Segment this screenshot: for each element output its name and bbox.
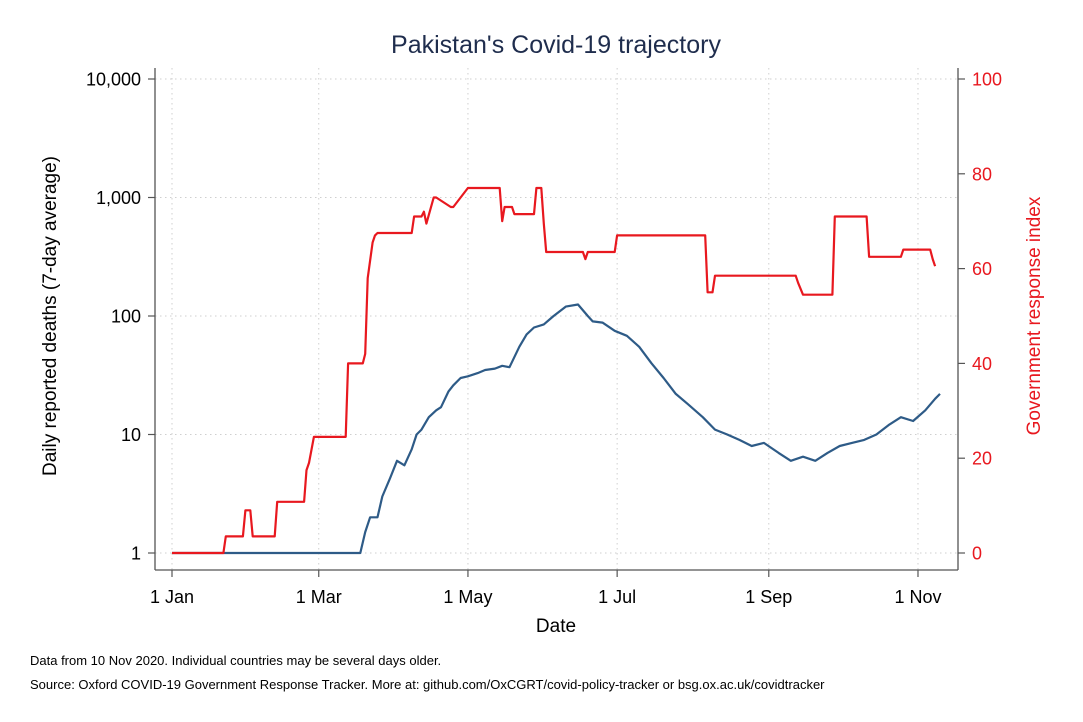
chart-title: Pakistan's Covid-19 trajectory: [391, 31, 721, 59]
x-tick-label: 1 Jul: [598, 587, 636, 607]
right-tick-label: 60: [972, 259, 992, 279]
left-axis-ticks: 1 10 100 1,000 10,000: [86, 70, 155, 564]
data-note: Data from 10 Nov 2020. Individual countr…: [30, 653, 442, 668]
left-tick-label: 1: [131, 544, 141, 564]
x-axis-ticks: 1 Jan 1 Mar 1 May 1 Jul 1 Sep 1 Nov: [150, 570, 942, 607]
right-tick-label: 100: [972, 70, 1002, 90]
right-tick-label: 0: [972, 544, 982, 564]
chart: Pakistan's Covid-19 trajectory 1 Jan 1 Ma…: [40, 31, 1045, 637]
x-axis-title: Date: [536, 616, 576, 637]
left-axis-title: Daily reported deaths (7-day average): [40, 156, 61, 476]
deaths-series-line: [172, 303, 941, 555]
right-axis-title: Government response index: [1024, 196, 1045, 435]
axes: [154, 68, 959, 571]
right-axis-ticks: 0 20 40 60 80 100: [958, 70, 1002, 564]
left-tick-label: 10: [121, 425, 141, 445]
grid: [155, 68, 958, 570]
left-tick-label: 10,000: [86, 70, 141, 90]
x-tick-label: 1 Sep: [745, 587, 792, 607]
x-tick-label: 1 May: [443, 587, 492, 607]
right-tick-label: 20: [972, 449, 992, 469]
right-tick-label: 80: [972, 164, 992, 184]
series-lines: [172, 186, 941, 555]
x-tick-label: 1 Jan: [150, 587, 194, 607]
x-tick-label: 1 Nov: [894, 587, 941, 607]
left-tick-label: 100: [111, 307, 141, 327]
source-note: Source: Oxford COVID-19 Government Respo…: [30, 677, 825, 692]
x-tick-label: 1 Mar: [296, 587, 342, 607]
response-index-series-line: [172, 186, 937, 555]
left-tick-label: 1,000: [96, 188, 141, 208]
right-tick-label: 40: [972, 354, 992, 374]
